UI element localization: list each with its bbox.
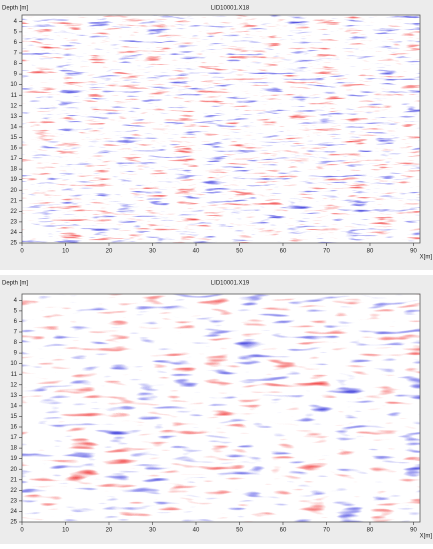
plot-frame <box>21 293 421 523</box>
x-tick-label: 80 <box>367 528 374 534</box>
y-tick-label: 7 <box>14 51 18 57</box>
y-tick-label: 20 <box>10 467 17 473</box>
y-tick-label: 17 <box>10 435 17 441</box>
y-tick-label: 4 <box>14 19 18 25</box>
y-tick-label: 13 <box>10 393 17 399</box>
y-tick-label: 15 <box>10 135 17 141</box>
y-tick-label: 5 <box>14 308 18 314</box>
radargram-image <box>22 15 420 243</box>
y-axis-label: Depth [m] <box>2 281 28 287</box>
panel-title: LID10001.X19 <box>211 281 250 287</box>
x-tick-label: 30 <box>149 249 156 255</box>
y-tick-label: 6 <box>14 319 18 325</box>
x-tick-label: 60 <box>280 528 287 534</box>
y-tick-label: 24 <box>10 509 17 515</box>
y-tick-label: 14 <box>10 124 17 130</box>
y-tick-label: 10 <box>10 82 17 88</box>
y-tick-label: 21 <box>10 477 17 483</box>
y-tick-label: 11 <box>11 93 18 99</box>
y-tick-label: 25 <box>10 241 17 247</box>
plot-frame <box>21 14 421 244</box>
x-tick-label: 50 <box>236 249 243 255</box>
y-tick-label: 8 <box>14 340 18 346</box>
y-tick-label: 23 <box>10 219 17 225</box>
y-tick-label: 6 <box>14 40 18 46</box>
y-axis-label: Depth [m] <box>2 6 28 12</box>
y-tick-label: 20 <box>10 188 17 194</box>
x-tick-label: 0 <box>20 249 24 255</box>
y-tick-label: 4 <box>14 298 18 304</box>
x-axis-label: X[m] <box>420 255 433 261</box>
y-tick-label: 12 <box>10 103 17 109</box>
y-tick-label: 12 <box>10 382 17 388</box>
y-tick-label: 22 <box>10 209 17 215</box>
y-tick-label: 24 <box>10 230 17 236</box>
y-tick-label: 23 <box>10 498 17 504</box>
y-tick-label: 22 <box>10 488 17 494</box>
y-tick-label: 10 <box>10 361 17 367</box>
y-tick-label: 17 <box>10 156 17 162</box>
y-tick-label: 7 <box>14 330 18 336</box>
y-tick-label: 25 <box>10 520 17 526</box>
x-tick-label: 50 <box>236 528 243 534</box>
x-tick-label: 70 <box>323 528 330 534</box>
x-axis-label: X[m] <box>420 534 433 540</box>
panel-title: LID10001.X18 <box>211 6 250 12</box>
x-tick-label: 20 <box>106 249 113 255</box>
x-tick-label: 80 <box>367 249 374 255</box>
radargram-image <box>22 294 420 522</box>
y-tick-label: 18 <box>10 167 17 173</box>
y-tick-label: 5 <box>14 29 18 35</box>
x-tick-label: 90 <box>410 249 417 255</box>
y-tick-label: 19 <box>10 177 17 183</box>
y-tick-label: 14 <box>10 403 17 409</box>
x-tick-label: 0 <box>20 528 24 534</box>
y-tick-label: 11 <box>11 372 18 378</box>
x-tick-label: 20 <box>106 528 113 534</box>
y-tick-label: 15 <box>10 414 17 420</box>
y-tick-label: 13 <box>10 114 17 120</box>
x-tick-label: 60 <box>280 249 287 255</box>
radargram-panel: LID10001.X19 Depth [m] 4 5 6 7 8 9 10 11 12 13 14 15 1… <box>2 281 432 540</box>
y-tick-label: 16 <box>10 146 17 152</box>
y-tick-label: 18 <box>10 446 17 452</box>
x-tick-label: 10 <box>62 528 69 534</box>
radargram-panel: LID10001.X18 Depth [m] 4 5 6 7 8 9 10 11 12 13 14 15 1… <box>2 6 432 261</box>
y-tick-label: 9 <box>14 351 18 357</box>
x-tick-label: 30 <box>149 528 156 534</box>
x-tick-label: 40 <box>193 249 200 255</box>
y-tick-label: 16 <box>10 425 17 431</box>
x-tick-label: 40 <box>193 528 200 534</box>
x-tick-label: 10 <box>62 249 69 255</box>
x-tick-label: 90 <box>410 528 417 534</box>
y-tick-label: 8 <box>14 61 18 67</box>
y-tick-label: 21 <box>10 198 17 204</box>
x-tick-label: 70 <box>323 249 330 255</box>
y-tick-label: 9 <box>14 72 18 78</box>
y-tick-label: 19 <box>10 456 17 462</box>
